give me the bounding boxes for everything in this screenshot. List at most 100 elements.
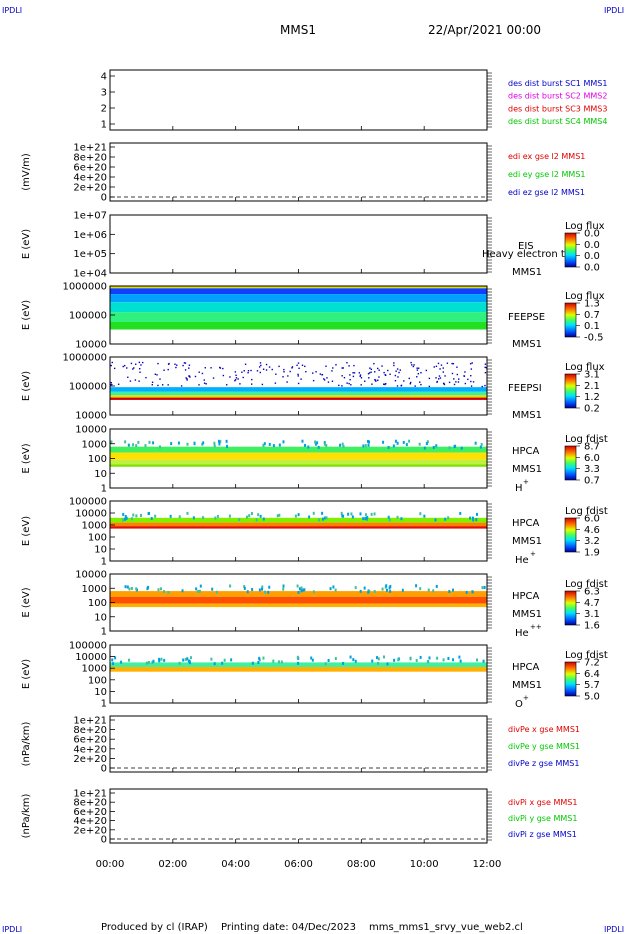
spectrogram-dot: [297, 373, 299, 376]
spectrogram-dot: [393, 364, 395, 367]
spectrogram-dot: [154, 514, 157, 518]
spectrogram-dot: [312, 590, 315, 594]
y-axis-label: E (eV): [21, 659, 32, 689]
spectrogram-dot: [188, 364, 191, 366]
spectrogram-dot: [251, 588, 254, 592]
spectrogram-dot: [415, 659, 418, 663]
spectrogram-dot: [364, 517, 367, 521]
extra-label: Heavy electron tof: [482, 249, 575, 260]
spectrogram-dot: [400, 517, 403, 521]
spectrogram-dot: [301, 439, 304, 443]
spectrogram-dot: [300, 378, 302, 380]
species-label: O: [515, 699, 523, 710]
spectrogram-dot: [442, 367, 444, 369]
x-tick-label: 00:00: [96, 859, 125, 870]
spectrogram-dot: [341, 367, 343, 369]
spectrogram-dot: [324, 662, 327, 666]
instrument-label: HPCA: [512, 446, 540, 457]
spectrogram-dot: [364, 444, 367, 448]
spectrogram-dot: [319, 373, 322, 375]
y-axis-label: E (eV): [21, 516, 32, 546]
spectrogram-dot: [197, 589, 200, 593]
colorbar: [564, 661, 577, 697]
spectrogram-dot: [448, 381, 451, 384]
spectrogram-band: [110, 302, 487, 313]
spectrogram-dot: [307, 445, 310, 449]
spectrogram-dot: [484, 363, 487, 365]
spectrogram-dot: [214, 516, 217, 520]
spectrogram-dot: [211, 587, 214, 591]
spectrogram-dot: [437, 362, 440, 365]
spectrogram-dot: [130, 517, 133, 521]
spectrogram-dot: [388, 518, 391, 522]
spectrogram-dot: [177, 441, 180, 445]
spectrogram-dot: [370, 512, 373, 516]
y-tick-label: 6e+20: [73, 807, 107, 818]
y-tick-label: 1e+21: [73, 716, 107, 727]
spectrogram-band: [110, 667, 487, 672]
spectrogram-dot: [223, 658, 226, 662]
spectrogram-dot: [470, 374, 472, 377]
spectrogram-dot: [174, 363, 176, 365]
spectrogram-dot: [135, 363, 137, 365]
spectrogram-dot: [351, 515, 354, 519]
y-tick-label: 10: [94, 687, 107, 698]
spectrogram-dot: [368, 377, 370, 379]
spectrogram-dot: [226, 444, 229, 448]
spectrogram-dot: [343, 376, 346, 379]
spectrogram-dot: [368, 589, 371, 593]
spectrogram-dot: [454, 444, 457, 448]
spectrogram-dot: [163, 590, 166, 594]
colorbar-title: Log fdist: [565, 434, 608, 445]
species-charge: +: [523, 694, 529, 702]
spectrogram-dot: [138, 380, 140, 382]
spectrogram-dot: [348, 365, 350, 367]
spectrogram-dot: [134, 379, 137, 381]
spectrogram-dot: [382, 383, 385, 385]
spectrogram-dot: [373, 362, 375, 365]
spectrogram-dot: [342, 444, 345, 448]
colorbar-tick-label: -0.5: [584, 333, 604, 344]
spectrogram-dot: [204, 367, 206, 369]
instrument-label: HPCA: [512, 591, 540, 602]
spectrogram-dot: [111, 361, 113, 364]
spectrogram-dot: [156, 374, 158, 376]
spectrogram-dot: [304, 443, 307, 447]
spectrogram-dot: [397, 376, 399, 378]
spectrogram-dot: [386, 662, 389, 666]
spectrogram-dot: [397, 658, 400, 662]
spectrogram-dot: [256, 370, 259, 372]
spectrogram-dot: [246, 590, 249, 594]
spectrogram-dot: [205, 383, 207, 385]
colorbar-tick-label: 4.6: [584, 525, 600, 536]
spectrogram-dot: [453, 378, 455, 380]
spectrogram-dot: [415, 584, 418, 588]
corner-label-top-left: IPDLI: [2, 6, 22, 15]
spectrogram-dot: [474, 441, 477, 445]
spectrogram-dot: [451, 362, 453, 365]
spectrogram-dot: [373, 512, 376, 516]
colorbar-tick-label: 3.3: [584, 464, 600, 475]
spectrogram-dot: [198, 589, 201, 593]
spectrogram-dot: [250, 383, 253, 385]
spectrogram-dot: [294, 514, 297, 518]
spacecraft-label: MMS1: [512, 609, 542, 620]
spectrogram-dot: [321, 517, 324, 521]
y-tick-label: 10: [94, 545, 107, 556]
spectrogram-dot: [297, 513, 300, 517]
spectrogram-dot: [178, 515, 181, 519]
x-tick-label: 10:00: [410, 859, 439, 870]
spectrogram-dot: [368, 372, 371, 374]
panel-frame: [109, 142, 488, 202]
spectrogram-dot: [181, 589, 184, 593]
spectrogram-dot: [359, 374, 362, 376]
spectrogram-dot: [362, 517, 365, 521]
panel-frame: [109, 644, 488, 704]
colorbar-title: Log fdist: [565, 579, 608, 590]
spectrogram-dot: [375, 380, 377, 382]
series-legend: edi ex gse l2 MMS1: [508, 152, 585, 161]
spectrogram-dot: [297, 661, 300, 665]
y-tick-label: 100: [88, 598, 107, 609]
spectrogram-dot: [325, 365, 327, 367]
